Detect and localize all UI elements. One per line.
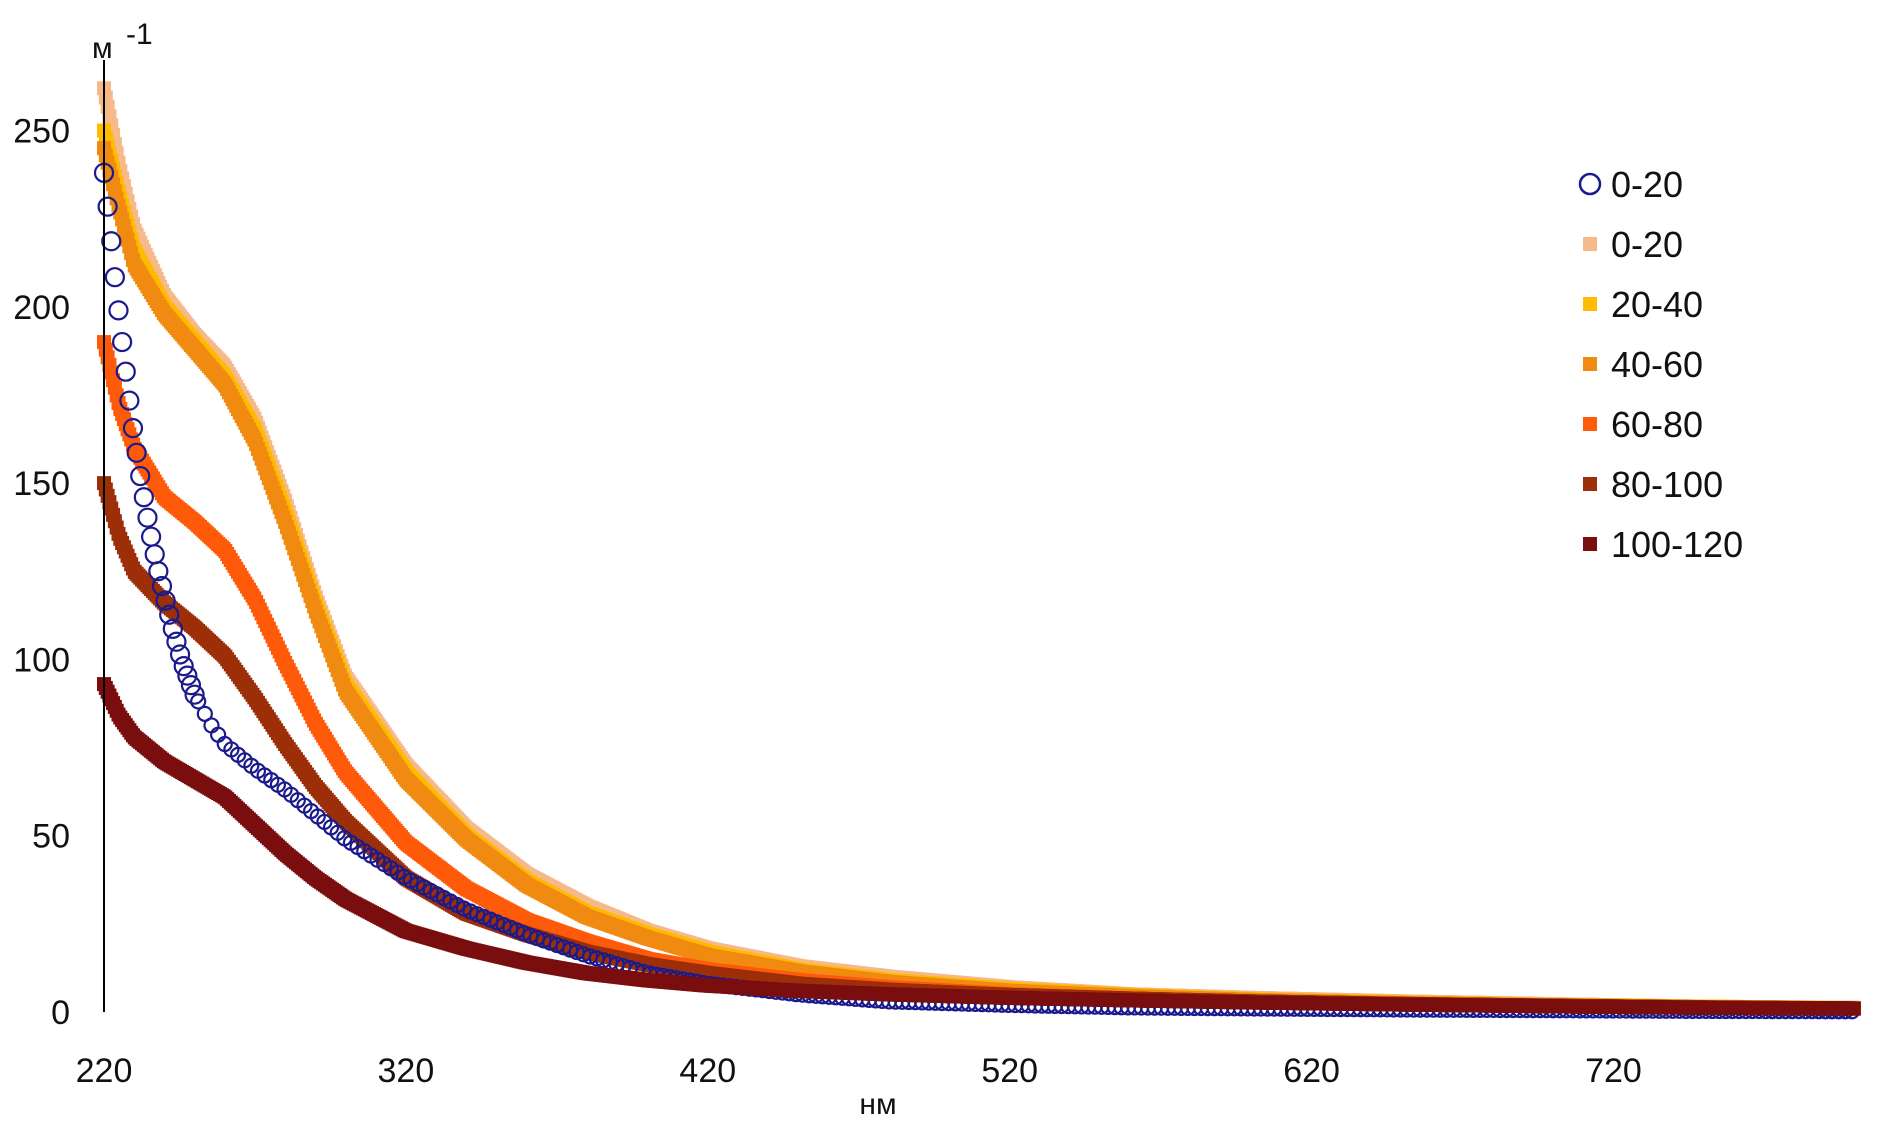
data-point: [169, 644, 191, 665]
series-5: [97, 476, 1861, 1016]
data-point: [144, 544, 165, 565]
series-0: [93, 162, 1861, 1020]
data-point: [108, 300, 129, 321]
data-point: [115, 361, 136, 382]
series-2: [97, 123, 1861, 1016]
series-3: [97, 141, 1861, 1016]
data-point: [112, 331, 133, 353]
data-point: [137, 507, 158, 528]
data-point: [140, 526, 162, 547]
data-point: [166, 631, 187, 652]
plot-area: [93, 81, 1861, 1020]
data-point: [104, 267, 125, 288]
data-point: [133, 487, 154, 508]
